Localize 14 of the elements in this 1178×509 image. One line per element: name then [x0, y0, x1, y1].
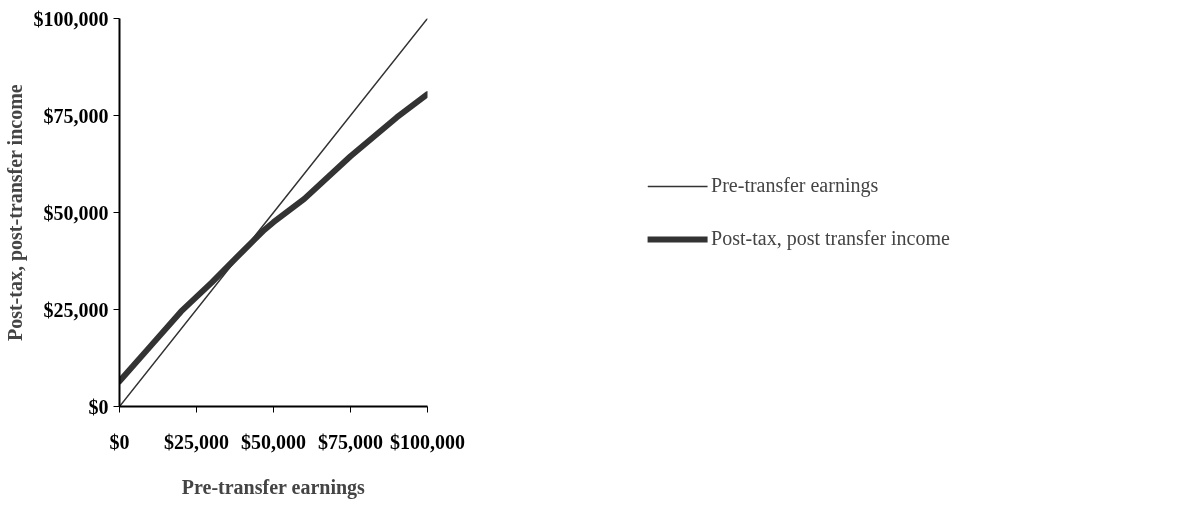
- y-tick-label: $0: [88, 395, 109, 418]
- x-tick-label: $50,000: [241, 430, 306, 453]
- legend-label: Post-tax, post transfer income: [711, 227, 950, 250]
- x-tick-label: $25,000: [164, 430, 229, 453]
- y-tick-label: $25,000: [43, 298, 109, 321]
- x-tick-label: $0: [109, 430, 130, 453]
- y-tick-label: $100,000: [33, 7, 109, 30]
- legend-label: Pre-transfer earnings: [711, 174, 879, 197]
- x-axis-title: Pre-transfer earnings: [181, 475, 366, 499]
- y-axis-title: Post-tax, post-transfer income: [3, 84, 27, 342]
- y-tick-label: $75,000: [43, 104, 109, 127]
- y-tick-label: $50,000: [43, 201, 109, 224]
- x-tick-label: $75,000: [318, 430, 383, 453]
- x-tick-label: $100,000: [390, 430, 465, 453]
